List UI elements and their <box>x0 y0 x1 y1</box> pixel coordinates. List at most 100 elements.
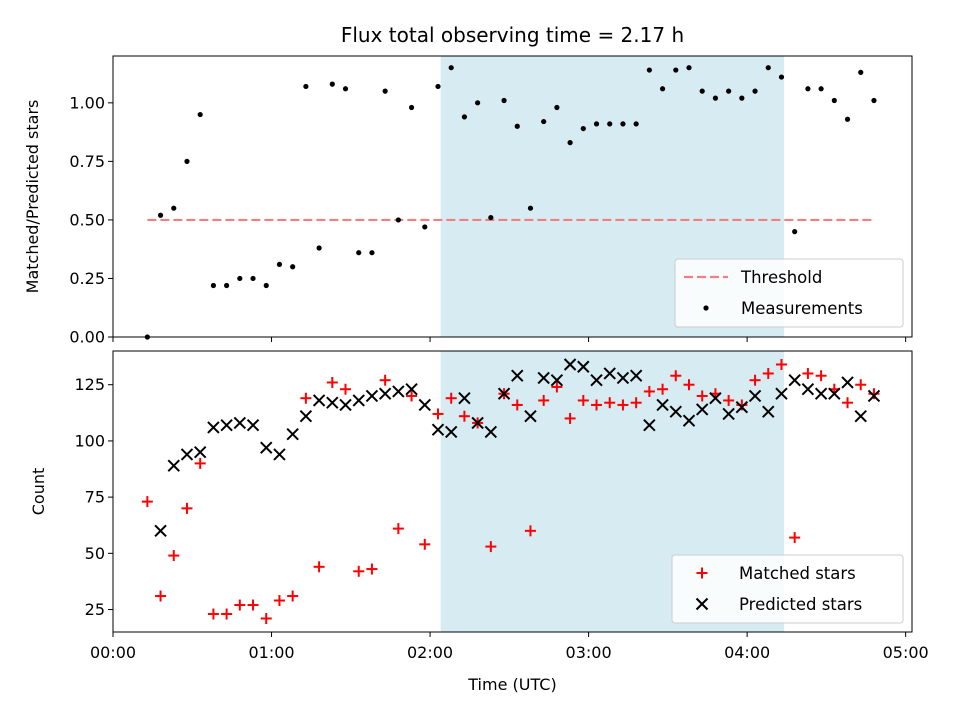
predicted-star-point <box>484 425 498 439</box>
measurement-point <box>567 140 573 146</box>
predicted-star-point <box>709 392 722 405</box>
matched-star-point <box>736 399 748 411</box>
x-tick-label: 05:00 <box>883 643 929 662</box>
legend-matched-swatch <box>696 567 708 579</box>
x-marker-b <box>167 459 180 472</box>
predicted-star-point <box>762 405 775 418</box>
x-marker-b <box>246 418 260 432</box>
x-marker-b <box>444 425 458 439</box>
predicted-star-point <box>365 389 379 403</box>
x-marker-b <box>537 371 550 385</box>
measurement-points <box>144 65 877 340</box>
measurement-point <box>699 88 705 94</box>
measurement-point <box>752 88 758 94</box>
measurement-point <box>686 65 692 71</box>
measurement-point <box>858 69 864 75</box>
predicted-star-point <box>537 371 550 385</box>
predicted-star-point <box>524 409 537 423</box>
measurement-point <box>461 114 468 120</box>
predicted-star-point <box>497 387 511 400</box>
matched-star-point <box>591 399 603 411</box>
x-marker-b <box>629 369 643 382</box>
matched-star-point <box>524 525 536 537</box>
predicted-star-point <box>220 418 233 432</box>
matched-star-point <box>564 412 576 424</box>
measurement-point <box>554 104 560 111</box>
legend-predicted-label: Predicted stars <box>739 595 862 614</box>
predicted-star-point <box>854 409 867 423</box>
matched-star-point <box>617 399 629 411</box>
predicted-star-point <box>603 367 616 380</box>
matched-star-point <box>273 595 285 607</box>
x-marker-b <box>801 383 815 396</box>
measurement-point <box>263 282 269 289</box>
predicted-star-point <box>392 385 405 398</box>
matched-star-point <box>855 379 867 391</box>
x-marker-b <box>260 441 273 454</box>
chart-title: Flux total observing time = 2.17 h <box>341 23 684 47</box>
predicted-star-point <box>312 394 326 407</box>
matched-star-point <box>670 370 682 382</box>
x-marker-b <box>775 387 788 400</box>
predicted-star-point <box>352 394 365 407</box>
matched-star-point <box>379 374 391 386</box>
x-marker-b <box>497 387 511 400</box>
matched-star-point <box>842 397 854 409</box>
matched-star-point <box>234 599 246 611</box>
matched-star-point <box>326 376 338 388</box>
x-marker-b <box>669 405 682 418</box>
measurement-point <box>607 121 613 127</box>
matched-star-point <box>194 457 206 469</box>
x-marker-b <box>682 414 696 427</box>
measurement-point <box>501 97 507 104</box>
y-tick-label: 75 <box>85 488 105 507</box>
bottom-legend-box <box>671 554 904 624</box>
matched-star-point <box>300 392 312 404</box>
predicted-star-point <box>471 416 484 430</box>
x-marker-b <box>378 387 392 400</box>
y-tick-label: 25 <box>85 600 105 619</box>
matched-star-point <box>155 590 167 602</box>
legend-x-marker <box>695 597 709 611</box>
x-marker-b <box>709 392 722 405</box>
measurement-point <box>329 81 335 87</box>
measurement-point <box>197 111 203 118</box>
x-tick-label: 03:00 <box>566 643 612 662</box>
y-tick-label: 0.50 <box>69 210 105 229</box>
measurement-point <box>448 65 454 71</box>
predicted-star-point <box>431 423 445 436</box>
legend-measurements-swatch <box>703 305 709 311</box>
predicted-star-point <box>167 459 180 472</box>
measurement-point <box>659 86 666 92</box>
measurement-point <box>580 125 586 132</box>
measurement-point <box>250 275 256 282</box>
measurement-point <box>712 95 719 101</box>
measurement-point <box>382 88 388 94</box>
x-marker-b <box>696 403 709 416</box>
x-marker-b <box>656 398 669 412</box>
top-x-axis-ticks <box>112 337 907 342</box>
x-marker-b <box>841 376 854 389</box>
matched-star-point <box>577 394 589 406</box>
predicted-star-point <box>722 407 735 421</box>
measurement-point <box>818 86 824 92</box>
x-marker-b <box>603 367 616 380</box>
y-tick-label: 125 <box>74 375 105 394</box>
x-marker-b <box>220 418 233 432</box>
measurement-point <box>303 83 309 90</box>
x-marker-b <box>524 409 537 423</box>
predicted-star-point <box>405 383 418 396</box>
matched-star-point <box>221 608 233 620</box>
matched-star-point <box>181 502 193 514</box>
matched-star-point <box>643 385 655 397</box>
matched-star-point <box>287 590 299 602</box>
x-marker-b <box>616 371 630 385</box>
measurement-point <box>673 67 679 73</box>
measurement-point <box>541 118 547 125</box>
x-marker-b <box>695 597 709 611</box>
y-tick-label: 0.75 <box>69 152 105 171</box>
measurement-point <box>844 116 851 122</box>
measurement-point <box>290 264 296 270</box>
predicted-star-point <box>378 387 392 400</box>
